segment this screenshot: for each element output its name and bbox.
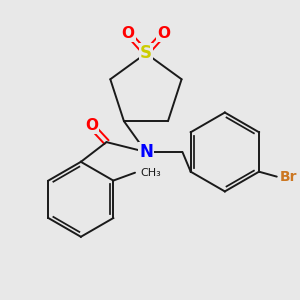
Text: O: O <box>122 26 135 41</box>
Text: N: N <box>139 143 153 161</box>
Text: CH₃: CH₃ <box>140 168 161 178</box>
Text: S: S <box>140 44 152 62</box>
Text: O: O <box>85 118 98 133</box>
Text: Br: Br <box>280 169 297 184</box>
Text: O: O <box>157 26 170 41</box>
